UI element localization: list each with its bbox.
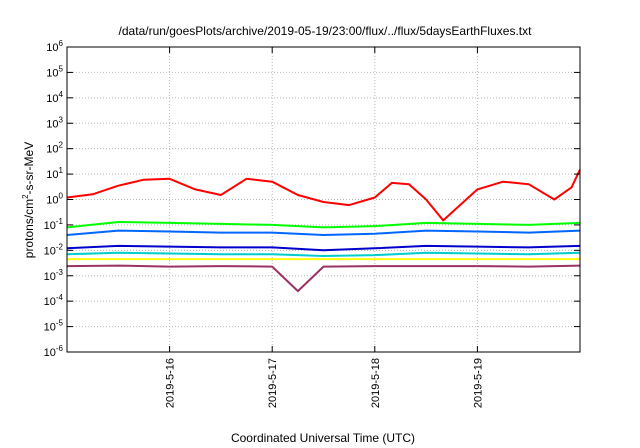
series-line-5: [66, 251, 581, 257]
series-line-3: [66, 229, 581, 236]
y-tick-label: 103: [46, 115, 63, 130]
y-tick-label: 102: [46, 141, 63, 156]
x-axis-label: Coordinated Universal Time (UTC): [231, 431, 415, 445]
y-tick-label: 104: [46, 90, 63, 105]
y-tick-label: 105: [46, 64, 63, 79]
x-tick-label: 2019-5-18: [370, 358, 382, 408]
y-axis-label: protons/cm2-s-sr-MeV: [21, 142, 36, 258]
y-tick-label: 10-1: [44, 217, 64, 232]
y-axis: 10-6 10-5 10-4 10-3 10-2 10-1 100 101 102 103 104 1…: [44, 39, 580, 359]
series-line-2: [66, 221, 581, 229]
y-axis-label-tail: -s-sr-MeV: [22, 142, 36, 195]
y-tick-label: 10-2: [44, 242, 64, 257]
grid: [67, 47, 580, 352]
y-tick-label: 10-3: [44, 268, 64, 283]
y-tick-label: 106: [46, 39, 63, 54]
y-tick-label: 10-4: [44, 293, 64, 308]
y-tick-label: 101: [46, 166, 63, 181]
series-line-4: [66, 244, 581, 252]
x-axis: 2019-5-16 2019-5-17 2019-5-18 2019-5-19: [165, 47, 484, 408]
y-axis-label-base: protons/cm: [22, 199, 36, 258]
y-tick-label: 10-5: [44, 319, 64, 334]
y-tick-label: 100: [46, 192, 63, 207]
y-tick-label: 10-6: [44, 344, 64, 359]
x-tick-label: 2019-5-17: [267, 358, 279, 408]
series-line-7: [66, 264, 581, 293]
x-tick-label: 2019-5-16: [165, 358, 177, 408]
x-tick-label: 2019-5-19: [472, 358, 484, 408]
series-line-1: [66, 169, 581, 222]
chart-title: /data/run/goesPlots/archive/2019-05-19/2…: [119, 24, 533, 38]
series-lines: [66, 169, 581, 293]
plot-frame: [66, 46, 581, 353]
y-axis-label-sup: 2: [21, 194, 30, 199]
